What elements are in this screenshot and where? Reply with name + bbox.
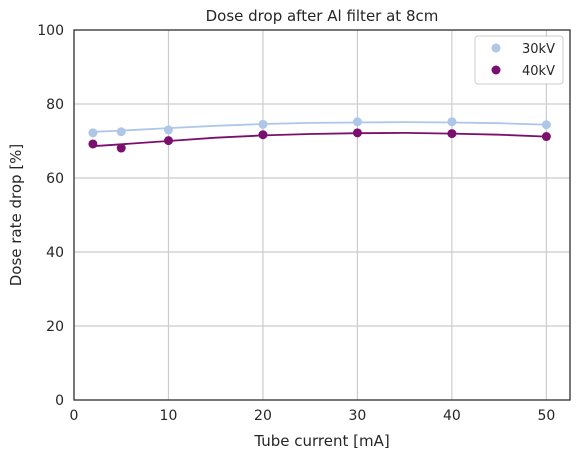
data-points xyxy=(88,117,551,153)
data-point-30kv xyxy=(352,117,362,127)
y-tick-label: 100 xyxy=(37,23,64,39)
chart-title: Dose drop after Al filter at 8cm xyxy=(206,7,439,25)
x-tick-label: 20 xyxy=(254,408,272,424)
y-axis-label: Dose rate drop [%] xyxy=(7,144,25,287)
data-point-40kv xyxy=(258,130,268,140)
data-point-30kv xyxy=(88,128,98,138)
legend-marker-40kv xyxy=(491,65,501,75)
x-tick-labels: 0 10 20 30 40 50 xyxy=(70,408,556,424)
y-tick-label: 80 xyxy=(46,97,64,113)
x-tick-label: 30 xyxy=(349,408,367,424)
data-point-30kv xyxy=(258,119,268,129)
fit-curves xyxy=(92,121,547,148)
data-point-40kv xyxy=(352,128,362,138)
data-point-30kv xyxy=(163,125,173,135)
data-point-30kv xyxy=(447,117,457,127)
data-point-40kv xyxy=(541,132,551,142)
data-point-40kv xyxy=(88,139,98,149)
fit-curve-30kv xyxy=(92,121,547,133)
legend-label-40kv: 40kV xyxy=(522,64,555,79)
x-tick-label: 0 xyxy=(70,408,79,424)
legend-marker-30kv xyxy=(491,43,501,53)
data-point-40kv xyxy=(116,143,126,153)
y-tick-label: 0 xyxy=(55,393,64,409)
legend-label-30kv: 30kV xyxy=(522,42,555,57)
y-tick-label: 60 xyxy=(46,171,64,187)
x-tick-label: 10 xyxy=(160,408,178,424)
data-point-40kv xyxy=(163,136,173,146)
y-tick-label: 20 xyxy=(46,319,64,335)
fit-curve-40kv xyxy=(92,131,547,148)
data-point-30kv xyxy=(541,120,551,130)
plot-frame xyxy=(73,29,571,401)
grid-lines xyxy=(74,30,570,400)
y-tick-label: 40 xyxy=(46,245,64,261)
y-tick-labels: 0 20 40 60 80 100 xyxy=(37,23,64,409)
legend: 30kV 40kV xyxy=(474,35,564,85)
x-axis-label: Tube current [mA] xyxy=(253,432,389,450)
x-tick-label: 40 xyxy=(443,408,461,424)
x-tick-label: 50 xyxy=(537,408,555,424)
data-point-30kv xyxy=(116,127,126,137)
data-point-40kv xyxy=(447,129,457,139)
